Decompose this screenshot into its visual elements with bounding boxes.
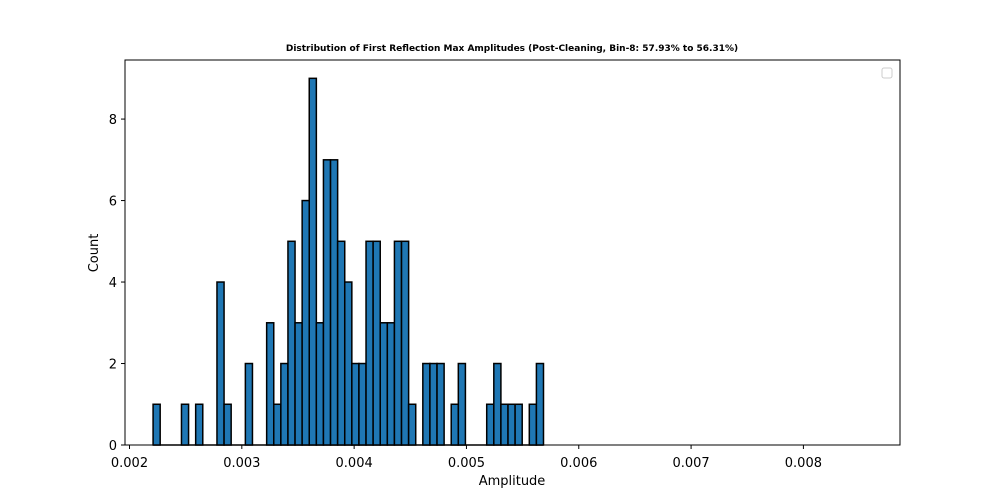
histogram-bar (407, 403, 417, 446)
histogram-bar (429, 362, 438, 446)
y-tick-label: 0 (109, 439, 117, 454)
histogram-bar (280, 362, 289, 446)
x-axis-ticks: 0.002 0.003 0.004 0.005 0.006 0.007 0.008 (111, 445, 822, 471)
histogram-bar (152, 403, 161, 446)
legend-box (881, 67, 893, 79)
histogram-bar (351, 362, 360, 446)
histogram-bar (393, 240, 403, 446)
histogram-bar (400, 240, 410, 446)
x-tick-label: 0.002 (111, 456, 148, 471)
x-tick-label: 0.006 (560, 456, 597, 471)
histogram-bar (372, 240, 381, 446)
histogram-bar (379, 322, 389, 446)
histogram-bar (287, 240, 296, 446)
y-tick-label: 8 (109, 113, 117, 128)
histogram-bar (223, 403, 232, 446)
x-tick-label: 0.005 (448, 456, 485, 471)
histogram-bar (436, 362, 445, 446)
y-tick-label: 2 (109, 358, 117, 373)
x-tick-label: 0.008 (785, 456, 822, 471)
x-axis-label: Amplitude (479, 474, 546, 489)
histogram-bar (535, 362, 545, 446)
histogram-bar (386, 322, 396, 446)
y-axis-label: Count (87, 234, 102, 273)
y-tick-label: 4 (109, 276, 117, 291)
histogram-bar (301, 199, 310, 446)
histogram-bar (528, 403, 538, 446)
histogram-bar (500, 403, 509, 446)
bars-group (152, 77, 545, 446)
histogram-bar (194, 403, 204, 446)
histogram-bar (343, 281, 353, 446)
y-axis-ticks: 0 2 4 6 8 (109, 113, 125, 454)
histogram-bar (294, 322, 303, 446)
chart-title: Distribution of First Reflection Max Amp… (286, 44, 738, 54)
x-tick-label: 0.003 (223, 456, 260, 471)
x-tick-label: 0.004 (336, 456, 373, 471)
histogram-bar (493, 362, 502, 446)
histogram-bar (457, 362, 467, 446)
plot-frame (124, 59, 901, 446)
histogram-bar (265, 322, 275, 446)
histogram-bar (216, 281, 225, 446)
histogram-bar (315, 322, 325, 446)
histogram-bar (450, 403, 460, 446)
histogram-bar (329, 159, 339, 446)
x-tick-label: 0.007 (672, 456, 709, 471)
histogram-bar (244, 362, 254, 446)
histogram-bar (507, 403, 516, 446)
histogram-bar (336, 240, 346, 446)
histogram-bar (485, 403, 495, 446)
histogram-bar (422, 362, 431, 446)
y-tick-label: 6 (109, 195, 117, 210)
histogram-bar (365, 240, 374, 446)
histogram-bar (273, 403, 282, 446)
histogram-bar (308, 77, 318, 446)
histogram-bar (322, 159, 332, 446)
histogram-bar (180, 403, 190, 446)
histogram-bar (514, 403, 523, 446)
histogram-bar (358, 362, 367, 446)
